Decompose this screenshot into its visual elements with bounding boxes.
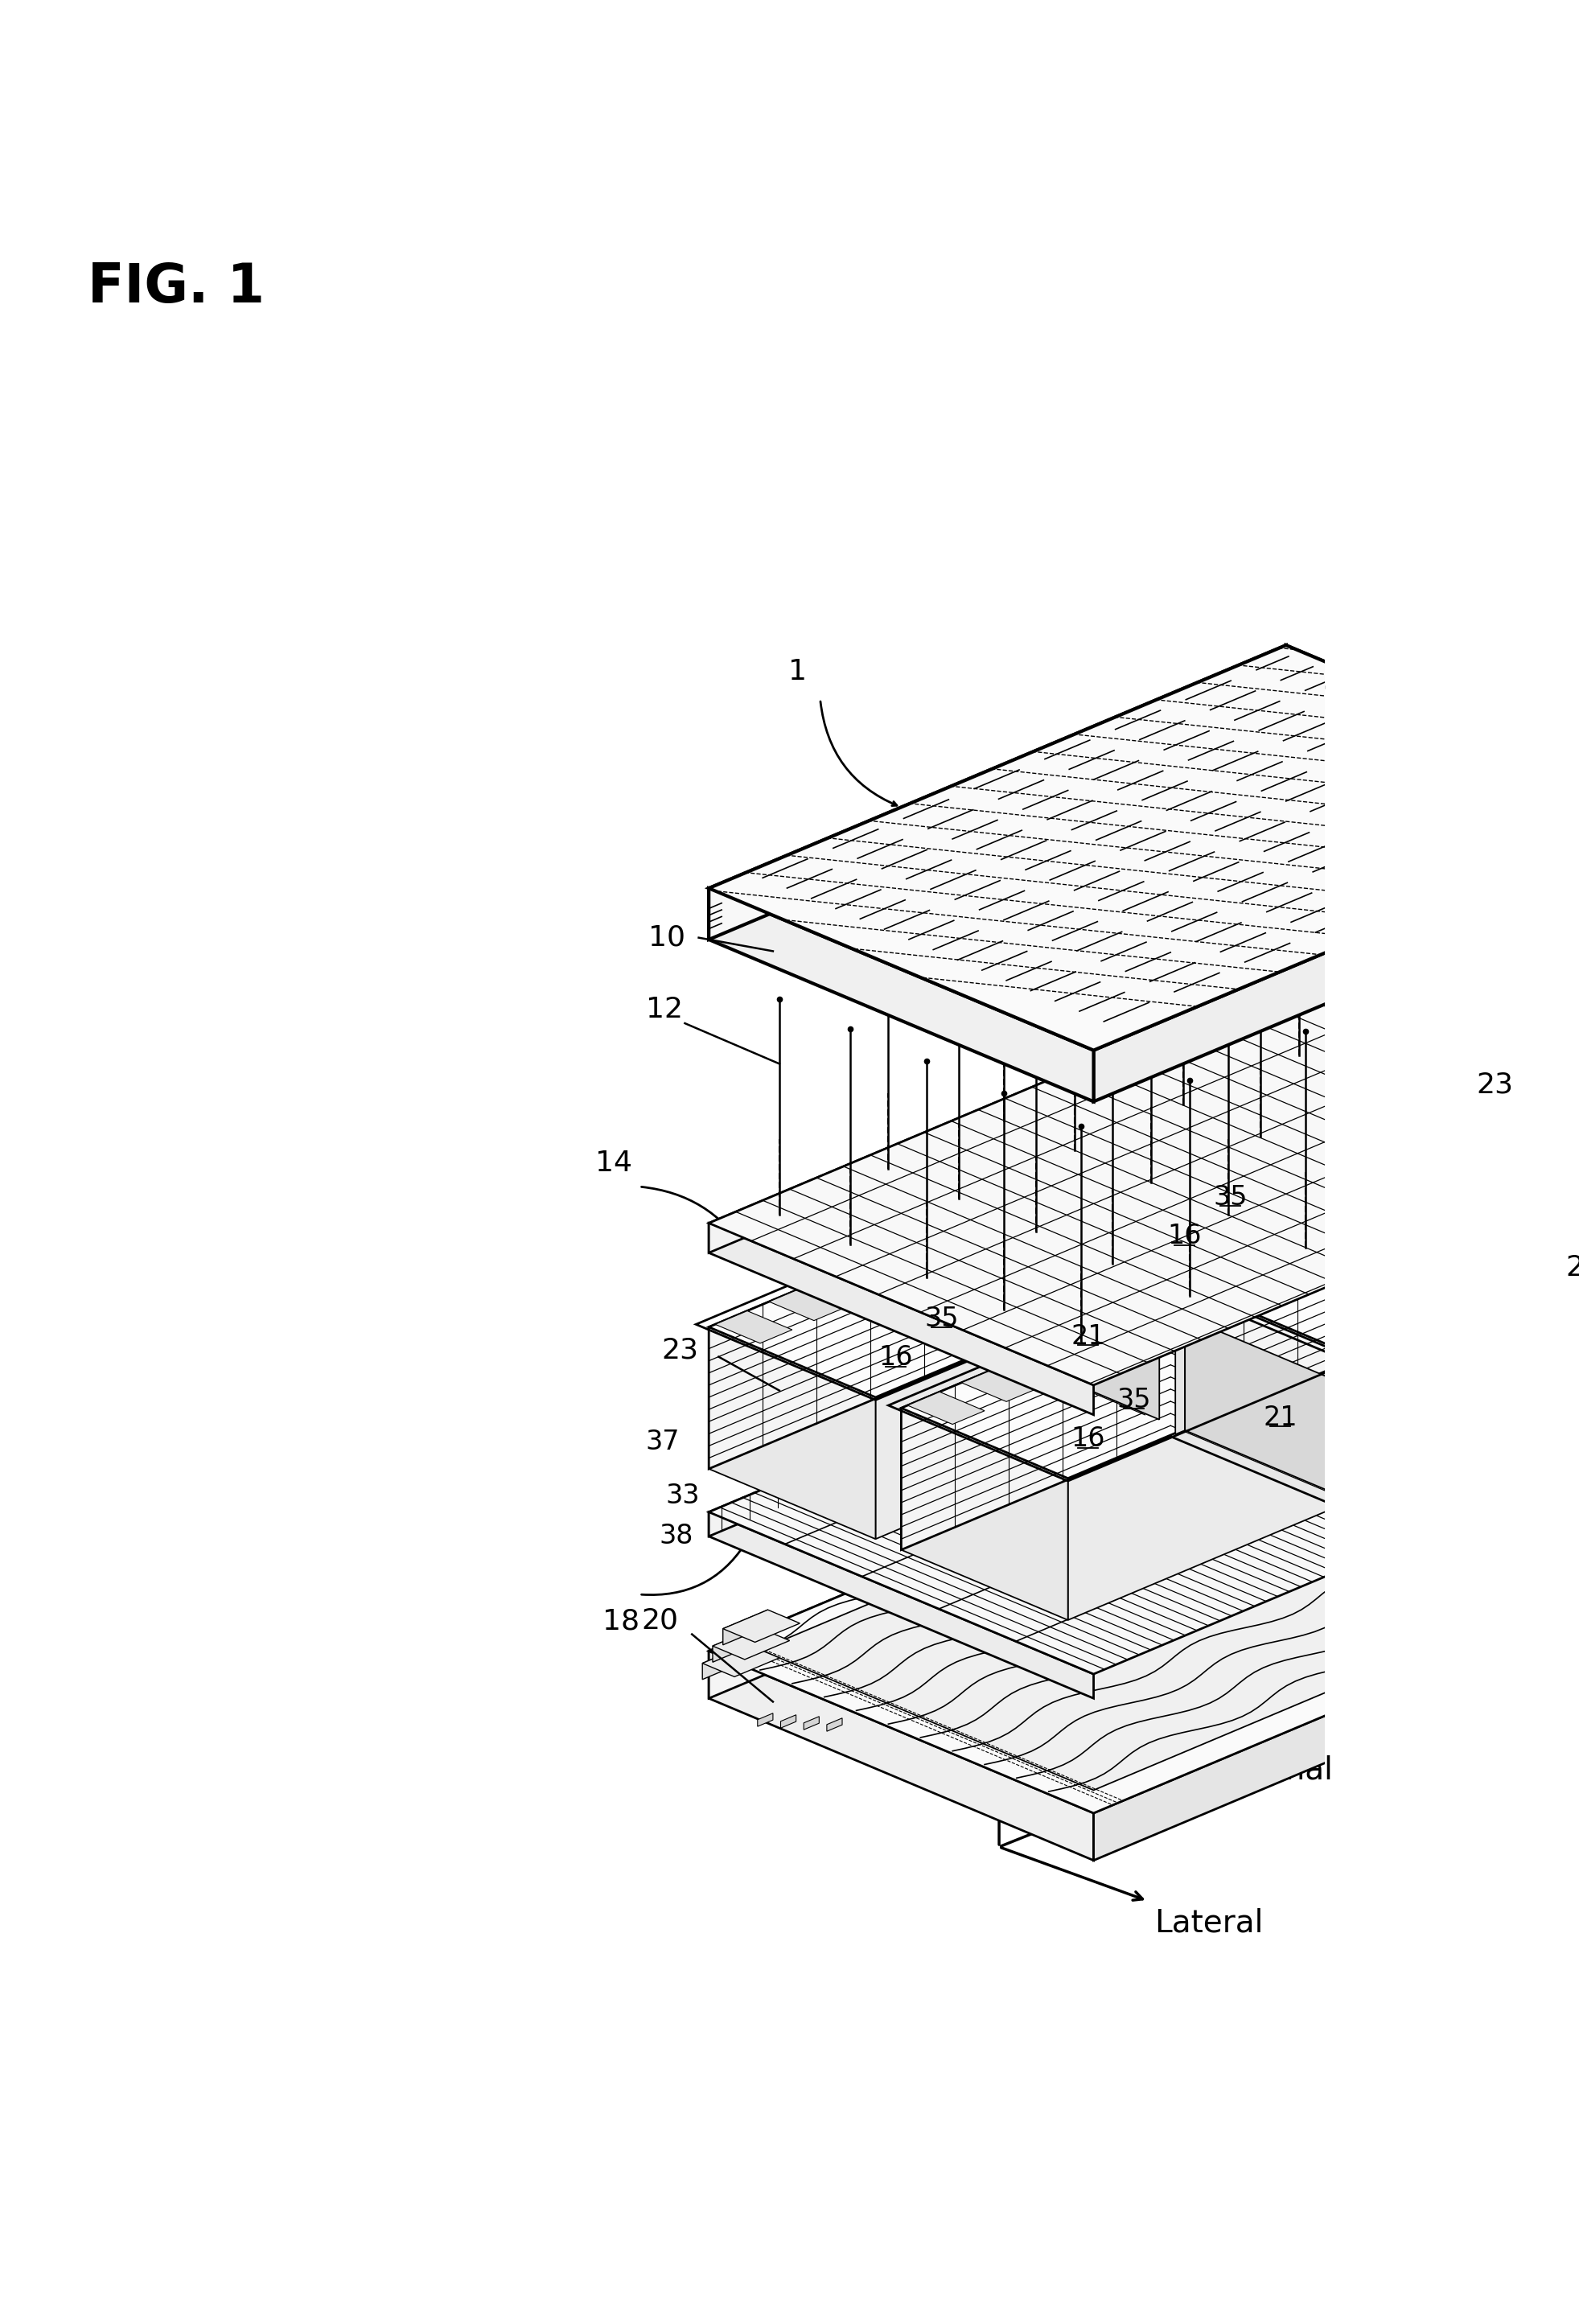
Polygon shape — [1170, 1294, 1337, 1506]
Polygon shape — [875, 1283, 1145, 1538]
Text: Lateral: Lateral — [1154, 1908, 1263, 1938]
Polygon shape — [1304, 1225, 1382, 1257]
Polygon shape — [902, 1294, 1337, 1478]
Text: 33: 33 — [665, 1483, 699, 1508]
Text: Vertical: Vertical — [1009, 1678, 1126, 1708]
Polygon shape — [1175, 1318, 1184, 1434]
Polygon shape — [1191, 1287, 1356, 1499]
Polygon shape — [709, 1269, 1579, 1673]
Polygon shape — [1219, 1099, 1296, 1132]
Polygon shape — [703, 1645, 780, 1676]
Polygon shape — [709, 1269, 1285, 1536]
Text: 25: 25 — [1566, 1255, 1579, 1281]
Polygon shape — [709, 1408, 1579, 1813]
Polygon shape — [758, 1713, 774, 1727]
Polygon shape — [709, 646, 1285, 939]
Polygon shape — [1285, 646, 1579, 858]
Polygon shape — [1412, 1181, 1489, 1213]
Polygon shape — [723, 1611, 801, 1643]
Text: 1: 1 — [788, 658, 807, 686]
Polygon shape — [1165, 1120, 1243, 1153]
Polygon shape — [1358, 1202, 1435, 1234]
Polygon shape — [1191, 1174, 1459, 1429]
Text: FIG. 1: FIG. 1 — [88, 260, 265, 314]
Polygon shape — [709, 1650, 1094, 1862]
Text: 18: 18 — [602, 1608, 639, 1636]
Polygon shape — [769, 1287, 846, 1320]
Polygon shape — [998, 1092, 1266, 1348]
Polygon shape — [1356, 1243, 1579, 1499]
Text: 12: 12 — [646, 997, 684, 1023]
Polygon shape — [709, 1222, 1094, 1415]
Polygon shape — [823, 1267, 900, 1297]
Polygon shape — [1266, 1092, 1434, 1304]
Polygon shape — [984, 1236, 993, 1353]
Polygon shape — [998, 1092, 1434, 1276]
Polygon shape — [962, 1369, 1039, 1401]
Text: 16: 16 — [1071, 1425, 1105, 1452]
Text: 35: 35 — [1116, 1387, 1151, 1413]
Polygon shape — [1251, 1248, 1326, 1281]
Polygon shape — [1184, 1318, 1352, 1501]
Polygon shape — [1112, 1143, 1189, 1176]
Text: 37: 37 — [646, 1429, 679, 1455]
Text: 38: 38 — [658, 1522, 693, 1550]
Polygon shape — [902, 1294, 1170, 1550]
Polygon shape — [993, 1236, 1159, 1420]
Polygon shape — [1004, 1190, 1080, 1222]
Polygon shape — [998, 1206, 1164, 1418]
Polygon shape — [715, 1311, 793, 1343]
Polygon shape — [827, 1717, 842, 1731]
Polygon shape — [703, 1645, 747, 1680]
Text: 14: 14 — [595, 1148, 633, 1176]
Polygon shape — [1094, 806, 1579, 1102]
Polygon shape — [1285, 1408, 1579, 1618]
Polygon shape — [709, 1327, 875, 1538]
Polygon shape — [1058, 1167, 1135, 1199]
Text: 35: 35 — [925, 1306, 958, 1332]
Polygon shape — [1191, 1174, 1579, 1357]
Polygon shape — [1094, 1571, 1579, 1862]
Polygon shape — [709, 1213, 977, 1469]
Polygon shape — [908, 1392, 985, 1425]
Polygon shape — [930, 1220, 1007, 1253]
Text: 23: 23 — [1476, 1071, 1513, 1099]
Polygon shape — [876, 1243, 954, 1276]
Polygon shape — [1459, 1174, 1579, 1385]
Polygon shape — [1285, 1269, 1579, 1455]
Text: Longitudinal: Longitudinal — [1142, 1755, 1333, 1787]
Polygon shape — [709, 1513, 1094, 1699]
Text: 21: 21 — [1071, 1322, 1105, 1350]
Text: 21: 21 — [1263, 1404, 1298, 1432]
Polygon shape — [1067, 1364, 1337, 1620]
Text: 16: 16 — [1167, 1222, 1202, 1250]
Polygon shape — [977, 1213, 1145, 1425]
Polygon shape — [1069, 1325, 1146, 1357]
Polygon shape — [712, 1627, 758, 1662]
Polygon shape — [1015, 1346, 1093, 1378]
Polygon shape — [1285, 981, 1579, 1171]
Polygon shape — [709, 888, 1094, 1102]
Text: 20: 20 — [641, 1608, 679, 1634]
Polygon shape — [709, 981, 1579, 1385]
Polygon shape — [709, 1213, 1145, 1397]
Polygon shape — [1123, 1301, 1200, 1334]
Polygon shape — [1164, 1162, 1434, 1418]
Text: 10: 10 — [649, 925, 685, 951]
Text: 16: 16 — [878, 1343, 913, 1371]
Polygon shape — [759, 1429, 1579, 1789]
Polygon shape — [1197, 1271, 1273, 1304]
Polygon shape — [709, 646, 1579, 1050]
Polygon shape — [780, 1715, 796, 1729]
Polygon shape — [804, 1717, 820, 1729]
Polygon shape — [709, 981, 1285, 1253]
Text: 23: 23 — [662, 1336, 698, 1364]
Text: 35: 35 — [1213, 1183, 1247, 1211]
Polygon shape — [902, 1408, 1067, 1620]
Polygon shape — [723, 1611, 767, 1645]
Polygon shape — [709, 1408, 1285, 1699]
Polygon shape — [712, 1627, 790, 1659]
